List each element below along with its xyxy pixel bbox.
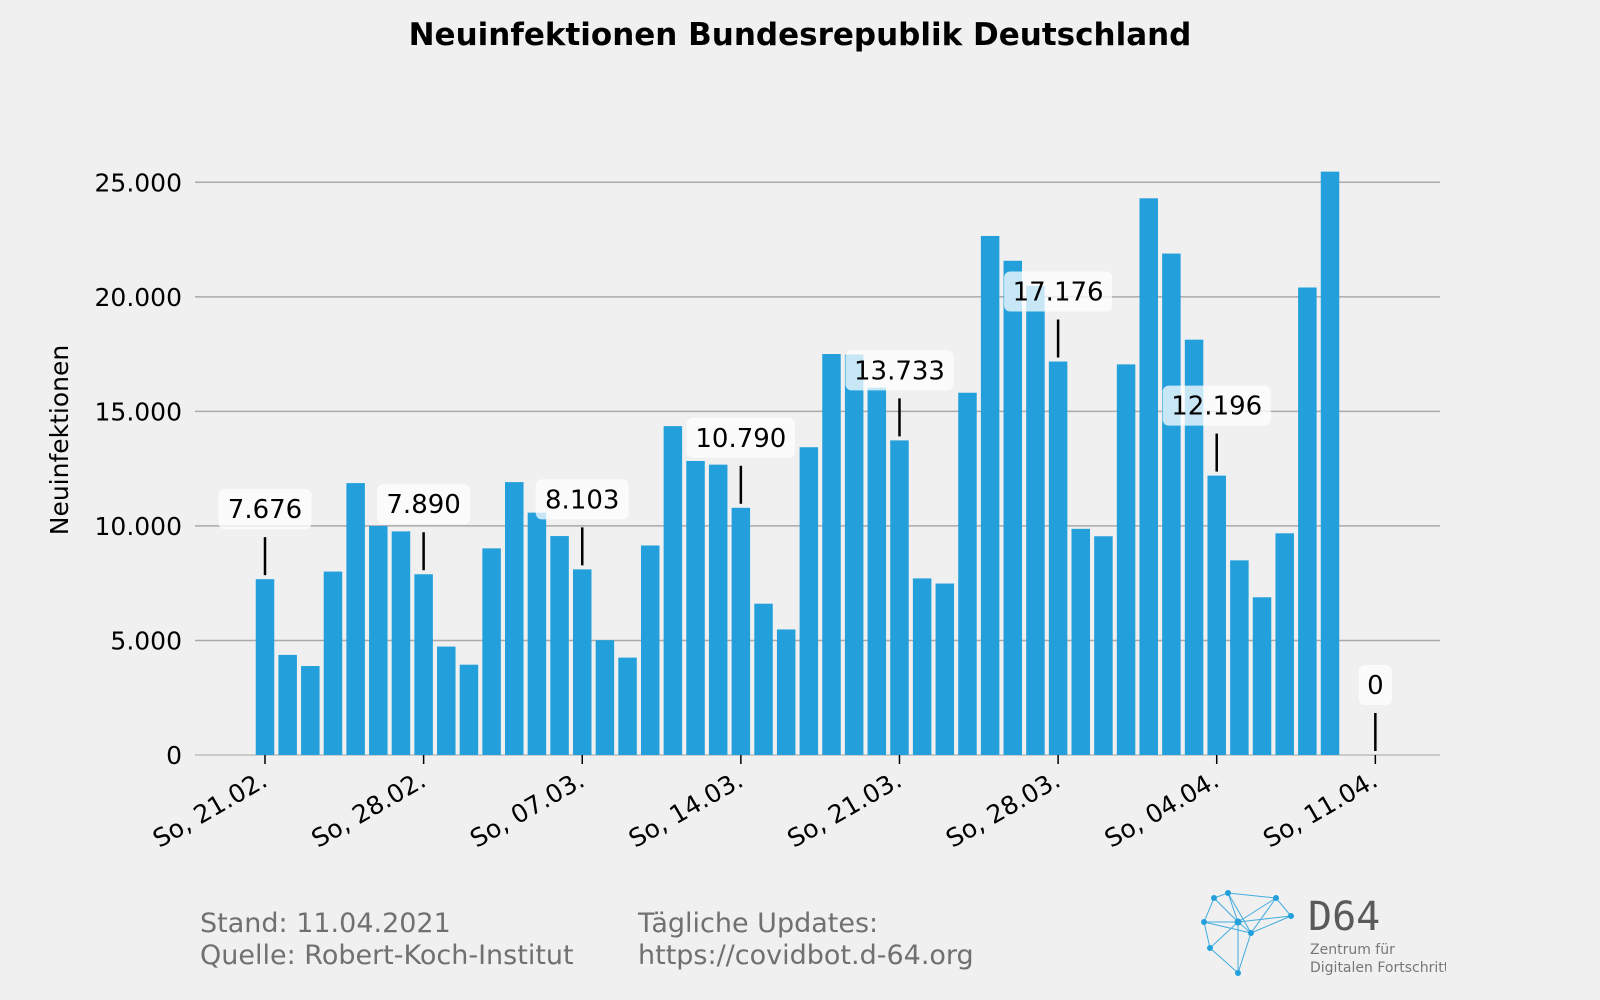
bar [1298,287,1317,755]
annotation-label: 10.790 [695,424,786,454]
bar [572,569,592,755]
bar [890,440,909,755]
bar [1003,260,1023,755]
bar [482,548,501,755]
footer-meta: Stand: 11.04.2021 Quelle: Robert-Koch-In… [200,908,574,972]
logo-tagline-1: Zentrum für [1310,942,1395,958]
bar [1230,560,1249,755]
bar [980,235,1000,755]
bar [278,654,297,755]
annotation-box [1004,271,1113,312]
annotation-box [535,479,629,520]
x-tick-label: So, 04.04. [1100,765,1224,853]
bar [301,666,320,755]
bar [369,525,388,755]
logo-wordmark: D64 [1308,894,1380,940]
bar [1071,528,1091,755]
bar [414,574,433,755]
annotation-label: 0 [1367,671,1384,701]
annotation-box [1358,665,1392,705]
x-tick-label: So, 21.02. [148,765,272,853]
bar [844,354,864,755]
bar [550,536,569,755]
bars [255,171,1340,756]
x-tick-label: So, 21.03. [782,765,906,853]
annotation-label: 12.196 [1171,392,1262,422]
annotation-label: 8.103 [545,485,619,515]
x-axis-ticks: So, 21.02. So, 28.02. So, 07.03. So, 14.03.… [148,755,1382,853]
bar [799,447,819,755]
annotation-box [845,350,954,391]
network-icon [1203,892,1292,974]
annotation-label: 17.176 [1013,278,1104,308]
bar [663,426,683,755]
x-tick-label: So, 11.04. [1258,765,1382,853]
bar [505,482,524,755]
bar [391,531,411,755]
bar [822,353,841,755]
bar [459,664,479,755]
bar [1252,597,1272,755]
bar [437,646,456,755]
bar [958,392,977,755]
y-tick-label: 0 [166,741,182,770]
bar [595,640,615,755]
bar [708,464,728,755]
bar [1320,171,1340,755]
logo-tagline-2: Digitalen Fortschritt [1310,960,1446,976]
y-tick-label: 25.000 [95,168,182,197]
bar [776,629,796,755]
bar [640,545,660,755]
annotations: 7.676 7.890 8.103 10.790 13.733 17.176 12.196 0 [218,271,1392,751]
annotation-box [686,417,795,458]
y-axis-label: Neuinfektionen [45,345,74,536]
bar [1094,536,1113,755]
x-tick-label: So, 28.03. [941,765,1065,853]
y-tick-label: 5.000 [110,626,182,655]
bar [346,483,365,755]
annotation-box [218,489,312,530]
annotation-box [377,484,471,525]
data-source: Quelle: Robert-Koch-Institut [200,940,574,971]
bar [686,460,705,755]
bar [1139,198,1158,756]
annotation-label: 13.733 [854,356,945,386]
x-tick-label: So, 28.02. [307,765,431,853]
bar [1116,364,1136,755]
x-tick-label: So, 07.03. [465,765,589,853]
bar [618,657,637,755]
bar [1207,475,1226,755]
bar [731,507,751,755]
bar [1048,361,1068,755]
annotation-label: 7.676 [228,495,302,525]
bar [1275,533,1294,755]
network-nodes [1201,890,1294,976]
bar [323,571,343,755]
bar [1162,253,1181,756]
annotation-box [1162,385,1271,426]
bar [754,603,773,755]
annotation-label: 7.890 [386,490,460,520]
bar [1026,286,1045,755]
y-tick-label: 20.000 [95,283,182,312]
bar [1184,339,1204,755]
updates-label: Tägliche Updates: [638,908,879,939]
d64-logo: D64 Zentrum für Digitalen Fortschritt [1201,890,1446,976]
y-axis-ticks: 0 5.000 10.000 15.000 20.000 25.000 [95,168,182,770]
stand-date: Stand: 11.04.2021 [200,908,451,939]
bar [912,578,932,755]
bar [527,512,547,755]
bar [935,583,955,755]
footer-updates: Tägliche Updates: https://covidbot.d-64.… [638,908,974,972]
y-tick-label: 10.000 [95,512,182,541]
x-tick-label: So, 14.03. [624,765,748,853]
chart-title: Neuinfektionen Bundesrepublik Deutschlan… [409,17,1192,53]
bar [255,579,275,755]
y-tick-label: 15.000 [95,397,182,426]
updates-link[interactable]: https://covidbot.d-64.org [638,940,974,971]
bar [867,387,887,755]
